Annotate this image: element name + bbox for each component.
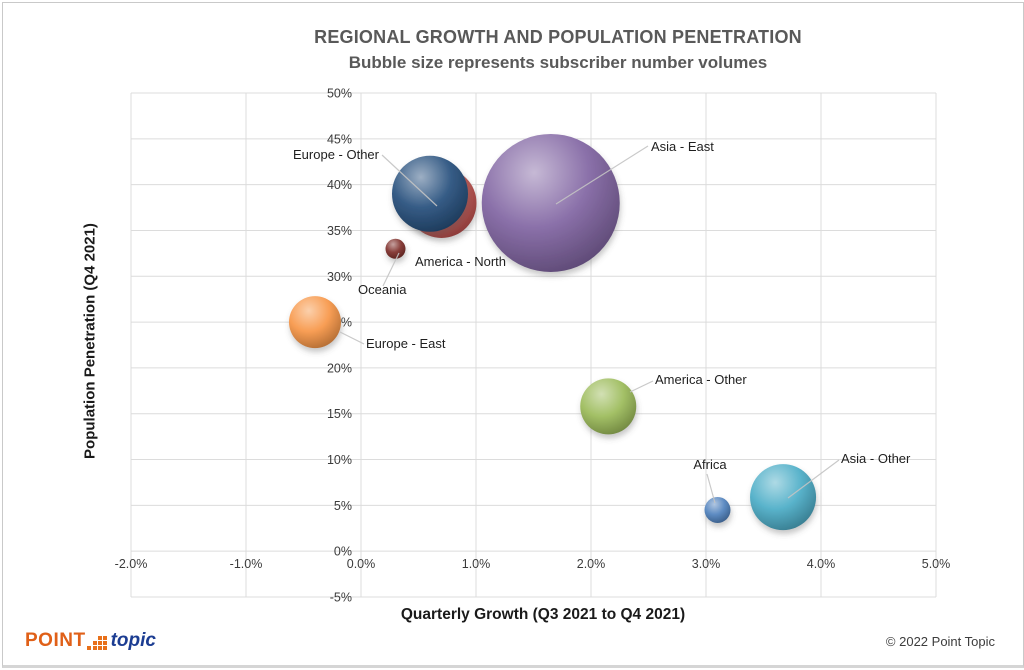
- y-tick-label: 15%: [327, 407, 352, 421]
- bubble-label: Europe - Other: [293, 147, 380, 162]
- chart-title: REGIONAL GROWTH AND POPULATION PENETRATI…: [314, 27, 802, 47]
- bubble-america-other[interactable]: [580, 378, 637, 435]
- y-tick-label: 45%: [327, 132, 352, 146]
- x-tick-label: -1.0%: [230, 557, 263, 571]
- copyright-text: © 2022 Point Topic: [885, 634, 995, 649]
- bubble-oceania[interactable]: [385, 238, 406, 259]
- leader-line: [706, 473, 716, 504]
- leader-lines: [339, 145, 840, 504]
- leader-line: [339, 331, 365, 345]
- x-tick-label: 4.0%: [807, 557, 836, 571]
- y-tick-label: 30%: [327, 270, 352, 284]
- y-tick-label: -5%: [330, 591, 352, 605]
- y-tick-label: 40%: [327, 178, 352, 192]
- bubble-label: Europe - East: [366, 336, 446, 351]
- y-tick-label: 5%: [334, 499, 352, 513]
- y-tick-label: 35%: [327, 224, 352, 238]
- x-tick-label: 2.0%: [577, 557, 606, 571]
- bubble-asia-other[interactable]: [750, 464, 817, 531]
- y-tick-label: 0%: [334, 545, 352, 559]
- logo-topic-text: topic: [110, 630, 156, 651]
- bubble-label: Oceania: [358, 282, 407, 297]
- x-tick-label: 5.0%: [922, 557, 951, 571]
- chart-subtitle: Bubble size represents subscriber number…: [348, 53, 768, 72]
- bubble-label: Asia - East: [651, 139, 714, 154]
- logo-point-text: POINT: [25, 630, 86, 651]
- bubble-chart: -2.0% -1.0% 0.0% 1.0% 2.0% 3.0% 4.0% 5.0% 50% 45%…: [115, 87, 951, 605]
- bubble-asia-east[interactable]: [481, 133, 620, 272]
- x-axis-title: Quarterly Growth (Q3 2021 to Q4 2021): [400, 606, 686, 623]
- leader-line: [629, 380, 654, 393]
- x-tick-label: 1.0%: [462, 557, 491, 571]
- bubble-africa[interactable]: [704, 496, 731, 523]
- leader-line: [787, 459, 840, 499]
- bubbles: [289, 133, 817, 531]
- logo-dots-icon: [92, 636, 107, 650]
- bubble-europe-other[interactable]: [392, 155, 468, 232]
- y-tick-label: 50%: [327, 87, 352, 101]
- bubble-label: America - North: [415, 254, 506, 269]
- x-tick-label: 0.0%: [347, 557, 376, 571]
- leader-line: [381, 154, 438, 207]
- bubble-europe-east[interactable]: [289, 296, 341, 349]
- y-tick-label: 10%: [327, 453, 352, 467]
- y-tick-label: 20%: [327, 361, 352, 375]
- bubble-label: Asia - Other: [841, 451, 911, 466]
- x-tick-label: -2.0%: [115, 557, 148, 571]
- bubble-label: Africa: [693, 457, 727, 472]
- bubble-label: America - Other: [655, 372, 747, 387]
- x-tick-label: 3.0%: [692, 557, 721, 571]
- bubble-labels: America - North Europe - Other Asia - East…: [293, 139, 911, 472]
- point-topic-logo: POINT topic: [25, 629, 156, 653]
- logo-period-dot: [86, 646, 91, 650]
- leader-line: [555, 145, 649, 205]
- gridlines: [130, 92, 937, 598]
- leader-line: [382, 252, 400, 287]
